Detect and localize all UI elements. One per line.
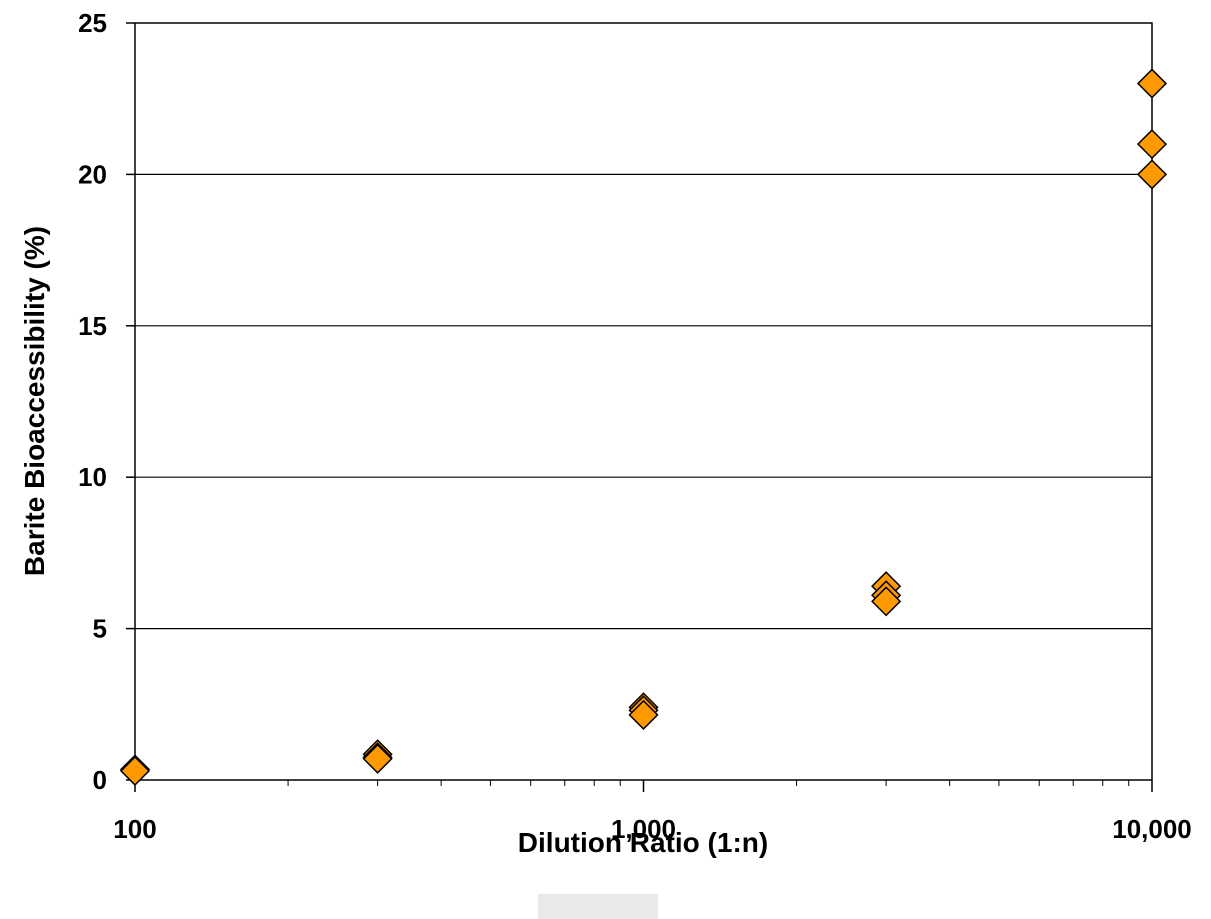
x-axis-title: Dilution Ratio (1:n) (518, 827, 768, 858)
y-tick-label: 15 (78, 311, 107, 341)
x-tick-label: 100 (113, 814, 156, 844)
data-point (119, 755, 151, 786)
y-axis-ticks: 0 5 10 15 20 25 (78, 8, 135, 795)
gridlines (135, 173, 1152, 630)
data-point (1136, 129, 1168, 160)
data-point (1136, 68, 1168, 99)
y-tick-label: 20 (78, 159, 107, 189)
footer-bar (538, 894, 658, 919)
x-tick-label: 10,000 (1112, 814, 1192, 844)
y-tick-label: 0 (93, 765, 107, 795)
y-tick-label: 5 (93, 614, 107, 644)
y-tick-label: 10 (78, 462, 107, 492)
data-points (119, 68, 1168, 786)
x-tick-label: 1,000 (611, 814, 676, 844)
y-tick-label: 25 (78, 8, 107, 38)
x-minor-ticks (287, 780, 1130, 786)
data-point (628, 699, 659, 730)
x-axis-ticks: 100 1,000 10,000 (113, 780, 1192, 844)
data-point (362, 743, 393, 774)
plot-area (135, 23, 1152, 780)
y-axis-title: Barite Bioaccessibility (%) (19, 226, 50, 576)
data-point (1136, 159, 1168, 190)
data-point (871, 586, 902, 617)
